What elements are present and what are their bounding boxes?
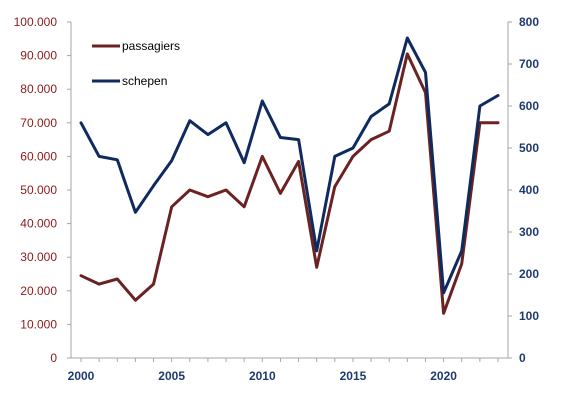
- x-tick-label: 2000: [68, 369, 95, 383]
- right-axis-ticks: 0 100 200 300 400 500 600 700 800: [508, 15, 539, 365]
- x-tick-label: 2020: [430, 369, 457, 383]
- left-tick-label: 40.000: [20, 217, 57, 231]
- series-line-passagiers: [79, 52, 500, 315]
- right-tick-label: 800: [519, 15, 539, 29]
- legend: passagiers schepen: [92, 39, 180, 88]
- left-tick-label: 100.000: [14, 15, 58, 29]
- right-tick-label: 200: [519, 267, 539, 281]
- left-axis-ticks: 0 10.000 20.000 30.000 40.000 50.000 60.000 70.…: [14, 15, 71, 365]
- right-tick-label: 300: [519, 225, 539, 239]
- left-tick-label: 80.000: [20, 82, 57, 96]
- x-tick-label: 2010: [249, 369, 276, 383]
- left-tick-label: 60.000: [20, 149, 57, 163]
- left-tick-label: 10.000: [20, 317, 57, 331]
- left-tick-label: 0: [50, 351, 57, 365]
- right-tick-label: 400: [519, 183, 539, 197]
- right-tick-label: 100: [519, 309, 539, 323]
- right-tick-label: 600: [519, 99, 539, 113]
- left-tick-label: 30.000: [20, 250, 57, 264]
- legend-label-schepen: schepen: [122, 74, 167, 88]
- legend-label-passagiers: passagiers: [122, 39, 180, 53]
- x-tick-label: 2015: [340, 369, 367, 383]
- right-tick-label: 0: [519, 351, 526, 365]
- left-tick-label: 70.000: [20, 116, 57, 130]
- left-tick-label: 20.000: [20, 284, 57, 298]
- series-line-schepen: [79, 36, 500, 295]
- left-tick-label: 50.000: [20, 183, 57, 197]
- right-tick-label: 700: [519, 57, 539, 71]
- left-tick-label: 90.000: [20, 49, 57, 63]
- x-tick-label: 2005: [158, 369, 185, 383]
- right-tick-label: 500: [519, 141, 539, 155]
- series-group: [79, 36, 500, 315]
- x-axis-ticks: 2000 2005 2010 2015 2020: [68, 358, 499, 383]
